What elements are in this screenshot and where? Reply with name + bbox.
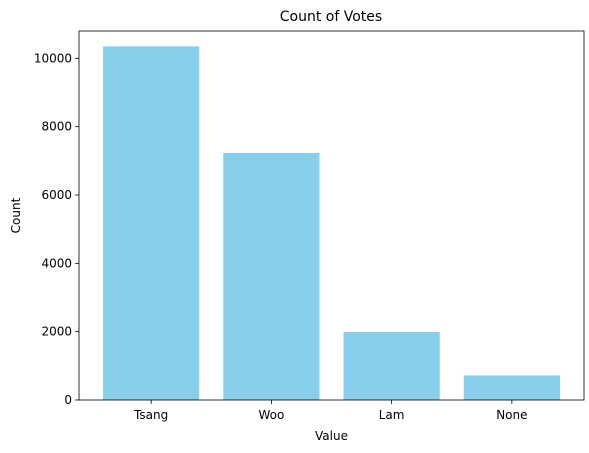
bars-group bbox=[103, 46, 560, 400]
chart-title: Count of Votes bbox=[280, 9, 382, 25]
y-axis-ticks: 0 2000 4000 6000 8000 10000 bbox=[34, 51, 79, 407]
bar-none bbox=[463, 375, 560, 400]
y-tick-label: 4000 bbox=[41, 256, 72, 270]
bar-lam bbox=[343, 332, 440, 400]
plot-frame bbox=[78, 30, 585, 401]
y-tick-label: 0 bbox=[64, 393, 72, 407]
bar-woo bbox=[223, 152, 320, 400]
bar-tsang bbox=[103, 46, 200, 400]
x-axis-ticks: Tsang Woo Lam None bbox=[133, 400, 528, 422]
y-tick-label: 10000 bbox=[34, 51, 72, 65]
y-tick-label: 2000 bbox=[41, 325, 72, 339]
x-axis-label: Value bbox=[315, 429, 348, 443]
x-tick-label: Tsang bbox=[133, 408, 168, 422]
x-tick-label: Woo bbox=[258, 408, 284, 422]
y-tick-label: 8000 bbox=[41, 120, 72, 134]
x-tick-label: Lam bbox=[379, 408, 405, 422]
y-axis-label: Count bbox=[9, 197, 23, 233]
x-tick-label: None bbox=[496, 408, 527, 422]
y-tick-label: 6000 bbox=[41, 188, 72, 202]
